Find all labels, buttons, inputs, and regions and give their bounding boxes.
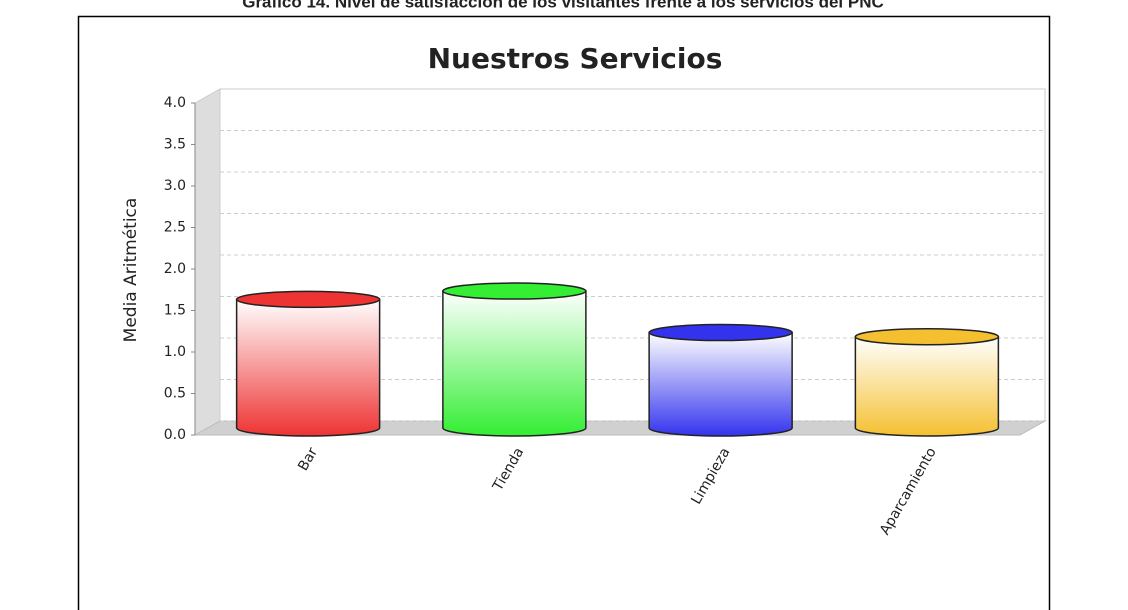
y-axis-label: Media Aritmética <box>121 198 141 343</box>
cylinder-body <box>648 331 793 437</box>
y-tick-label: 3.5 <box>164 137 186 153</box>
x-tick-label: Bar <box>295 445 321 474</box>
cylinder-top <box>648 323 793 342</box>
frame <box>77 15 1051 610</box>
y-tick-label: 4.0 <box>164 95 186 111</box>
y-tick-label: 2.5 <box>164 220 186 236</box>
cylinder-top <box>854 327 1000 346</box>
y-tick-label: 1.0 <box>164 344 186 360</box>
caption: Gráfico 14. Nivel de satisfacción de los… <box>242 0 884 11</box>
y-tick-label: 0.0 <box>164 427 186 443</box>
x-tick-label: Tienda <box>489 445 527 495</box>
y-tick-label: 2.0 <box>164 261 186 277</box>
chart-title: Nuestros Servicios <box>428 42 723 75</box>
cylinder-body <box>235 298 381 437</box>
left-wall <box>194 88 221 436</box>
y-tick-label: 0.5 <box>164 386 186 402</box>
cylinder-top <box>235 290 381 309</box>
x-tick-label: Limpieza <box>688 445 733 507</box>
cylinder-top <box>442 282 587 300</box>
cylinder-body <box>854 335 1000 437</box>
x-tick-label: Aparcamiento <box>877 445 940 538</box>
y-tick-label: 3.0 <box>164 178 186 194</box>
y-tick-label: 1.5 <box>164 303 186 319</box>
cylinder-body <box>442 290 587 437</box>
